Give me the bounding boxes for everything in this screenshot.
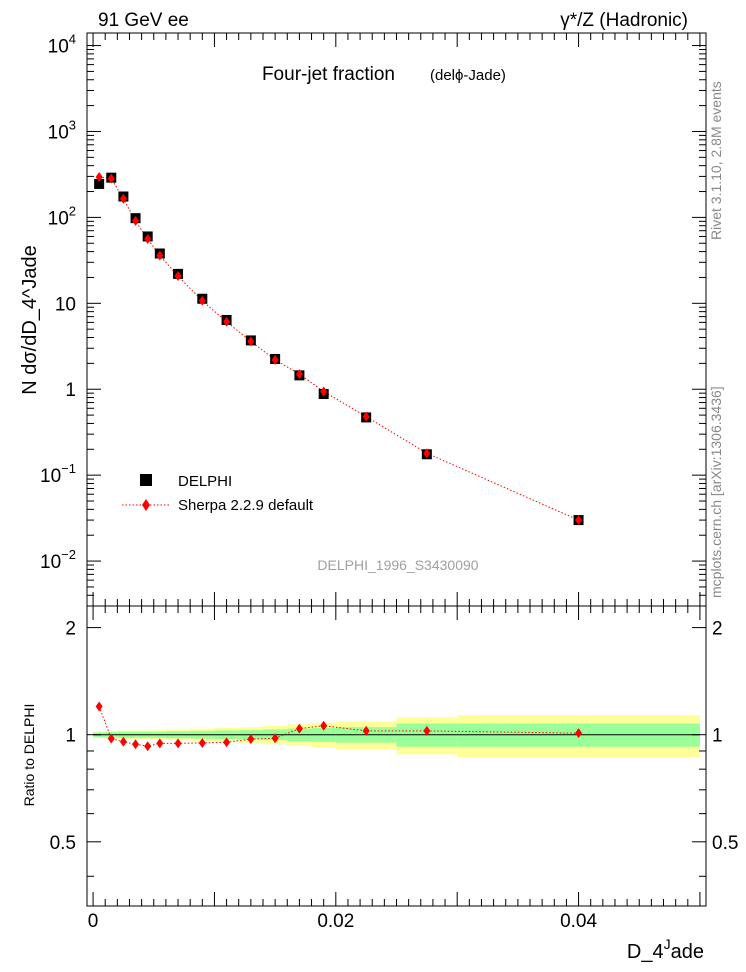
main-y-tick-label: 102 [48,203,76,229]
header-left-label: 91 GeV ee [98,10,189,31]
main-y-tick-label: 104 [48,32,76,58]
main-delphi-point [94,178,105,189]
ratio-sherpa-point [144,741,152,752]
ratio-sherpa-point [320,720,328,731]
main-sherpa-point [198,295,206,306]
main-sherpa-point [362,411,370,422]
ratio-sherpa-point [95,701,103,712]
main-sherpa-point [575,515,583,526]
main-y-tick-label: 10−2 [40,547,76,573]
ratio-sherpa-point [107,733,115,744]
ratio-y-tick-label-right: 2 [712,619,723,640]
main-sherpa-point [132,215,140,226]
ratio-sherpa-point [198,737,206,748]
ratio-y-axis-label: Ratio to DELPHI [21,704,37,807]
legend: DELPHI Sherpa 2.2.9 default [122,473,314,514]
legend-delphi-label: DELPHI [178,473,232,490]
mcplots-label: mcplots.cern.ch [arXiv:1306.3436] [708,386,724,598]
header-right-label: γ*/Z (Hadronic) [560,10,688,31]
main-sherpa-point [271,354,279,365]
main-sherpa-point [320,386,328,397]
main-sherpa-line [99,176,579,521]
main-y-tick-label: 103 [48,117,76,143]
main-y-tick-label: 1 [65,380,76,401]
analysis-id-label: DELPHI_1996_S3430090 [317,557,478,573]
ratio-y-tick-label: 0.5 [50,833,76,854]
main-sherpa-point [223,316,231,327]
main-data-layer [94,172,584,526]
main-sherpa-point [247,336,255,347]
legend-delphi-marker [140,474,152,486]
ratio-sherpa-point [423,725,431,736]
main-sherpa-point [156,250,164,261]
ratio-sherpa-point [132,739,140,750]
main-frame [86,32,707,607]
main-sherpa-point [144,234,152,245]
ratio-uncertainty-bands [93,715,700,758]
legend-sherpa-label: Sherpa 2.2.9 default [178,497,314,514]
main-sherpa-point [95,172,103,183]
ratio-sherpa-point [295,723,303,734]
x-tick-label: 0.02 [317,911,354,932]
ratio-sherpa-point [271,733,279,744]
x-tick-label: 0.04 [560,911,597,932]
ratio-sherpa-point [223,737,231,748]
main-subtitle: (delϕ-Jade) [430,67,506,84]
ratio-y-tick-label: 1 [65,726,76,747]
main-y-axis-label: N dσ/dD_4^Jade [19,245,41,395]
ratio-axes: 0 0.02 0.04 0.5 0.5 1 1 2 2 [50,606,738,932]
ratio-sherpa-point [247,734,255,745]
main-sherpa-point [119,193,127,204]
ratio-sherpa-point [174,738,182,749]
ratio-sherpa-point [362,725,370,736]
ratio-y-tick-label-right: 0.5 [712,833,738,854]
ratio-sherpa-point [156,738,164,749]
main-y-tick-label: 10−1 [40,461,76,487]
main-sherpa-point [107,173,115,184]
main-panel: 10−2 10−1 1 10 102 103 104 Four-jet fraction (… [19,32,707,607]
ratio-sherpa-point [119,736,127,747]
main-y-tick-label: 10 [55,294,76,315]
ratio-sherpa-line [98,706,579,747]
ratio-sherpa-point [575,728,583,739]
ratio-panel: 0 0.02 0.04 0.5 0.5 1 1 2 2 Ratio to DELPHI D_4J… [21,605,738,963]
ratio-y-tick-label-right: 1 [712,726,723,747]
ratio-data-layer [95,701,583,752]
rivet-version-label: Rivet 3.1.10, 2.8M events [708,81,724,240]
legend-sherpa-marker [142,499,150,511]
main-title: Four-jet fraction [262,64,395,85]
main-axes: 10−2 10−1 1 10 102 103 104 [40,32,706,607]
main-sherpa-point [295,369,303,380]
main-sherpa-point [174,270,182,281]
ratio-y-tick-label: 2 [65,619,76,640]
main-sherpa-point [423,448,431,459]
x-axis-label: D_4Jade [627,936,704,963]
x-tick-label: 0 [88,911,99,932]
